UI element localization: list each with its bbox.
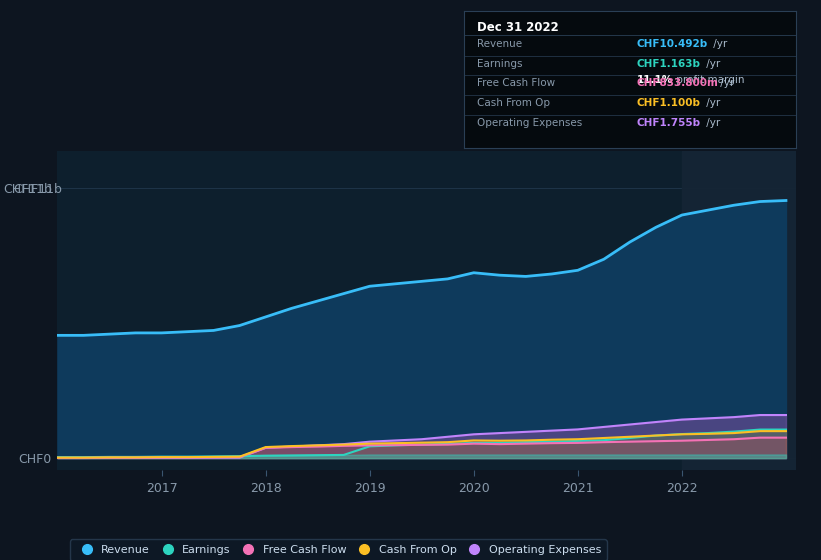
Text: /yr: /yr [703, 99, 720, 108]
Text: CHF11b: CHF11b [13, 183, 62, 196]
Text: Free Cash Flow: Free Cash Flow [477, 78, 555, 88]
Text: CHF10.492b: CHF10.492b [637, 39, 708, 49]
Bar [682, 151, 796, 470]
Text: 11.1%: 11.1% [637, 75, 673, 85]
Legend: Revenue, Earnings, Free Cash Flow, Cash From Op, Operating Expenses: Revenue, Earnings, Free Cash Flow, Cash … [70, 539, 607, 560]
Text: /yr: /yr [703, 59, 720, 68]
Text: Revenue: Revenue [477, 39, 522, 49]
Text: /yr: /yr [718, 78, 735, 88]
Text: Operating Expenses: Operating Expenses [477, 118, 582, 128]
Text: /yr: /yr [703, 118, 720, 128]
Text: Earnings: Earnings [477, 59, 523, 68]
Text: Cash From Op: Cash From Op [477, 99, 550, 108]
Text: /yr: /yr [710, 39, 727, 49]
Text: CHF833.800m: CHF833.800m [637, 78, 718, 88]
Text: profit margin: profit margin [673, 75, 745, 85]
Text: CHF1.755b: CHF1.755b [637, 118, 701, 128]
Text: Dec 31 2022: Dec 31 2022 [477, 21, 559, 34]
Text: CHF1.163b: CHF1.163b [637, 59, 701, 68]
Text: CHF1.100b: CHF1.100b [637, 99, 701, 108]
